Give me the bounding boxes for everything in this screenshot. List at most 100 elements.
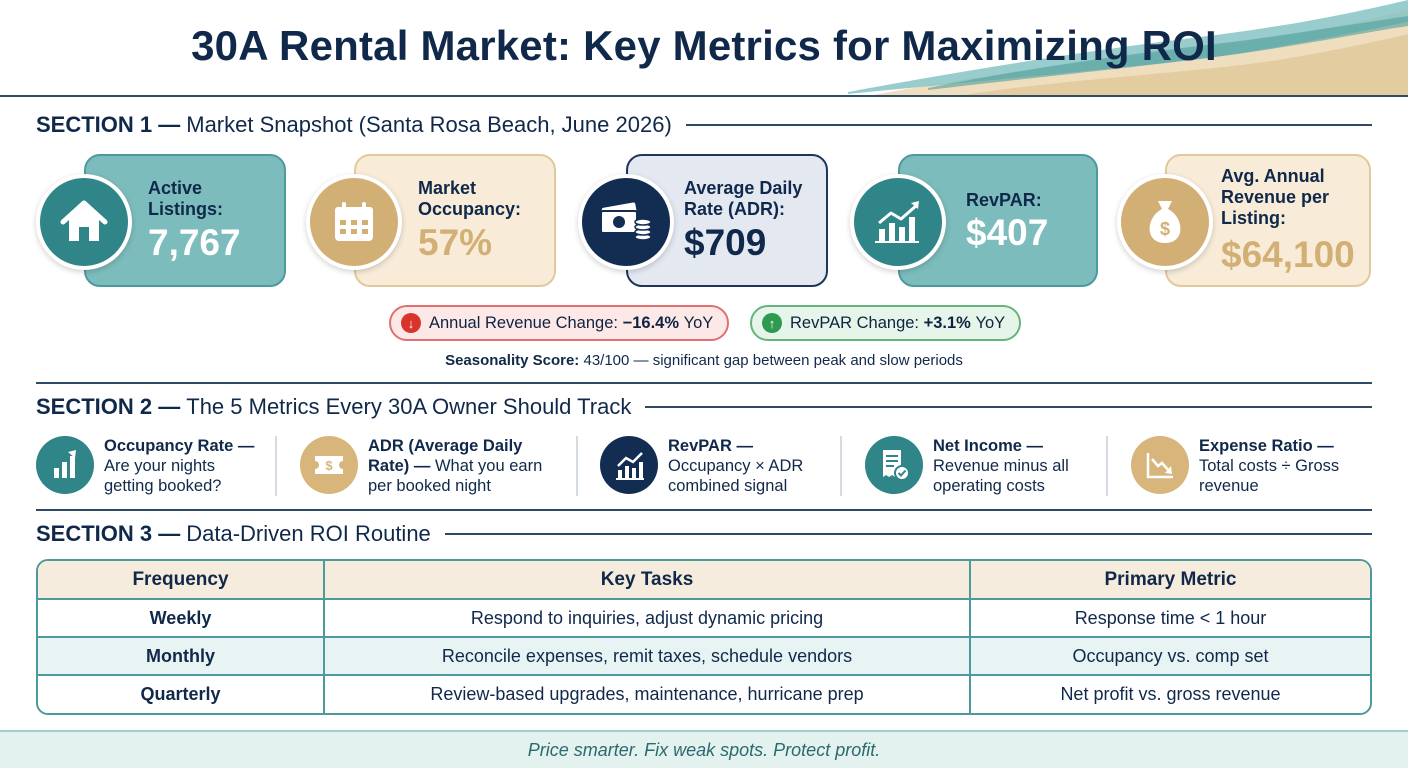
metric-desc-line: Occupancy × ADR	[668, 457, 804, 475]
header-divider	[0, 95, 1408, 97]
kpi-card-active-listings: Active Listings: 7,767	[36, 154, 286, 287]
table-row: Weekly Respond to inquiries, adjust dyna…	[38, 599, 1370, 638]
metric-desc-line: What you earn	[434, 457, 543, 475]
metric-desc-line: getting booked?	[104, 477, 222, 495]
metric-title: Occupancy Rate —	[104, 437, 255, 455]
table-cell-metric: Occupancy vs. comp set	[970, 637, 1370, 676]
metric-title-cont: Rate) —	[368, 457, 431, 475]
metric-title: RevPAR —	[668, 437, 753, 455]
table-row: Quarterly Review-based upgrades, mainten…	[38, 675, 1370, 713]
revpar-change-label: RevPAR Change:	[790, 313, 920, 332]
house-icon	[36, 174, 132, 270]
metric-desc-line: combined signal	[668, 477, 788, 495]
metric-separator	[840, 436, 842, 496]
kpi-label-line: Revenue per	[1221, 187, 1330, 207]
section-1-title: Market Snapshot (Santa Rosa Beach, June …	[186, 112, 672, 137]
kpi-label-line: Avg. Annual	[1221, 166, 1325, 186]
table-cell-tasks: Reconcile expenses, remit taxes, schedul…	[324, 637, 971, 676]
footer-tagline: Price smarter. Fix weak spots. Protect p…	[0, 730, 1408, 768]
kpi-value-avg-annual-revenue: $64,100	[1221, 234, 1355, 275]
annual-revenue-change-badge: ↓ Annual Revenue Change: −16.4% YoY	[389, 305, 730, 341]
section-1-rule	[685, 124, 1372, 126]
kpi-card-revpar: RevPAR: $407	[850, 154, 1100, 287]
metric-expense-ratio: Expense Ratio — Total costs ÷ Gross reve…	[1131, 436, 1371, 496]
table-cell-tasks: Review-based upgrades, maintenance, hurr…	[324, 675, 971, 713]
money-bag-icon: $	[1117, 174, 1213, 270]
kpi-label-line: RevPAR:	[966, 190, 1042, 210]
header: 30A Rental Market: Key Metrics for Maxim…	[0, 0, 1408, 96]
table-row: Monthly Reconcile expenses, remit taxes,…	[38, 637, 1370, 676]
table-cell-metric: Net profit vs. gross revenue	[1060, 684, 1281, 704]
table-cell-frequency: Weekly	[38, 599, 325, 638]
roi-routine-table: Frequency Key Tasks Primary Metric Weekl…	[36, 559, 1372, 715]
section-divider	[36, 382, 1372, 384]
kpi-label-line: Market	[418, 178, 477, 198]
table-cell-tasks: Respond to inquiries, adjust dynamic pri…	[324, 599, 971, 638]
svg-text:$: $	[1160, 219, 1170, 239]
section-2-number: SECTION 2 —	[36, 394, 181, 419]
section-divider	[36, 509, 1372, 511]
metric-adr: $ ADR (Average Daily Rate) — What you ea…	[300, 436, 570, 496]
kpi-label-line: Listings:	[148, 199, 223, 219]
kpi-label-line: Occupancy:	[418, 199, 522, 219]
table-cell-frequency: Monthly	[38, 637, 325, 676]
metric-occupancy-rate: Occupancy Rate — Are your nights getting…	[36, 436, 266, 496]
column-header-key-tasks: Key Tasks	[324, 561, 971, 600]
section-2-heading: SECTION 2 — The 5 Metrics Every 30A Owne…	[36, 394, 1372, 420]
annual-revenue-change-label: Annual Revenue Change:	[429, 313, 618, 332]
metric-desc-line: Total costs ÷ Gross	[1199, 457, 1340, 475]
section-2-title: The 5 Metrics Every 30A Owner Should Tra…	[186, 394, 632, 419]
kpi-card-market-occupancy: Market Occupancy: 57%	[306, 154, 556, 287]
kpi-label-line: Active	[148, 178, 203, 198]
table-cell-metric: Response time < 1 hour	[970, 599, 1370, 638]
arrow-up-icon: ↑	[762, 313, 782, 333]
section-3-title: Data-Driven ROI Routine	[186, 521, 431, 546]
metric-desc-line: operating costs	[933, 477, 1045, 495]
table-header-row: Frequency Key Tasks Primary Metric	[38, 561, 1370, 600]
section-3-heading: SECTION 3 — Data-Driven ROI Routine	[36, 521, 1372, 547]
growth-chart-icon	[850, 174, 946, 270]
kpi-value-active-listings: 7,767	[148, 222, 241, 263]
metric-revpar: RevPAR — Occupancy × ADR combined signal	[600, 436, 830, 496]
kpi-card-avg-annual-revenue: $ Avg. Annual Revenue per Listing: $64,1…	[1117, 154, 1373, 287]
revpar-change-badge: ↑ RevPAR Change: +3.1% YoY	[750, 305, 1022, 341]
metric-separator	[576, 436, 578, 496]
ticket-dollar-icon: $	[300, 436, 358, 494]
page-title: 30A Rental Market: Key Metrics for Maxim…	[191, 22, 1217, 69]
kpi-label-line: Listing:	[1221, 208, 1286, 228]
decline-chart-icon	[1131, 436, 1189, 494]
seasonality-score: Seasonality Score: 43/100 — significant …	[0, 352, 1408, 369]
section-1-heading: SECTION 1 — Market Snapshot (Santa Rosa …	[36, 112, 1372, 138]
column-header-frequency: Frequency	[38, 561, 325, 600]
revpar-change-value: +3.1%	[923, 313, 971, 332]
receipt-check-icon	[865, 436, 923, 494]
metric-separator	[1106, 436, 1108, 496]
section-1-number: SECTION 1 —	[36, 112, 181, 137]
annual-revenue-change-suffix: YoY	[683, 313, 714, 332]
metric-desc-line: Revenue minus all	[933, 457, 1069, 475]
metric-title: ADR (Average Daily	[368, 437, 523, 455]
section-2-rule	[645, 406, 1372, 408]
metric-desc-line: Are your nights	[104, 457, 215, 475]
seasonality-label: Seasonality Score:	[445, 352, 580, 369]
metric-separator	[275, 436, 277, 496]
annual-revenue-change-value: −16.4%	[622, 313, 679, 332]
kpi-card-adr: Average Daily Rate (ADR): $709	[578, 154, 828, 287]
seasonality-text: 43/100 — significant gap between peak an…	[583, 352, 963, 369]
metric-desc-line: per booked night	[368, 477, 491, 495]
metric-title: Net Income —	[933, 437, 1044, 455]
kpi-label-line: Rate (ADR):	[684, 199, 785, 219]
cash-icon	[578, 174, 674, 270]
metric-net-income: Net Income — Revenue minus all operating…	[865, 436, 1095, 496]
section-3-rule	[444, 533, 1372, 535]
svg-text:$: $	[325, 458, 333, 473]
metric-desc-line: revenue	[1199, 477, 1259, 495]
table-cell-frequency: Quarterly	[38, 675, 325, 713]
section-3-number: SECTION 3 —	[36, 521, 181, 546]
kpi-value-revpar: $407	[966, 212, 1049, 253]
kpi-label-line: Average Daily	[684, 178, 803, 198]
arrow-down-icon: ↓	[401, 313, 421, 333]
kpi-value-market-occupancy: 57%	[418, 222, 493, 263]
calendar-icon	[306, 174, 402, 270]
kpi-value-adr: $709	[684, 222, 767, 263]
